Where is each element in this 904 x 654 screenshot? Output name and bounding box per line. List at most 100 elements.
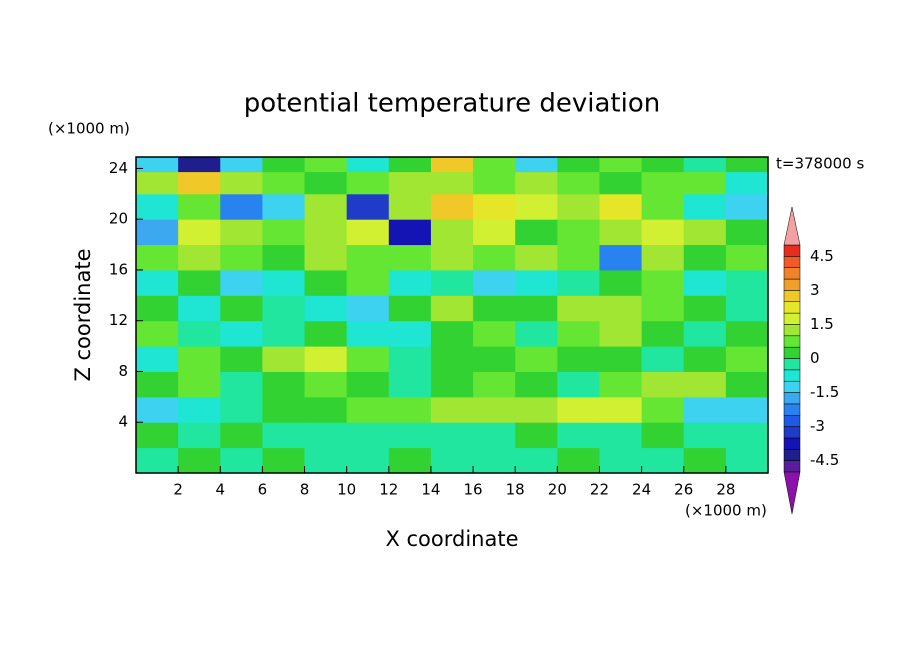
contour-cell bbox=[220, 371, 263, 398]
contour-cell bbox=[515, 447, 558, 474]
contour-cell bbox=[599, 295, 643, 322]
contour-cell bbox=[346, 320, 390, 347]
colorbar-high bbox=[783, 206, 801, 246]
contour-cell bbox=[136, 371, 179, 398]
contour-cell bbox=[346, 244, 390, 271]
contour-cell bbox=[346, 219, 390, 246]
contour-cell bbox=[346, 193, 390, 220]
contour-cell bbox=[725, 193, 769, 220]
contour-cell bbox=[262, 422, 306, 449]
contour-cell bbox=[304, 269, 348, 296]
contour-cell bbox=[683, 193, 727, 220]
y-tick-label: 16 bbox=[109, 260, 128, 278]
contour-cell bbox=[178, 396, 221, 423]
contour-cell bbox=[220, 244, 263, 271]
contour-cell bbox=[683, 157, 727, 173]
contour-cell bbox=[599, 371, 643, 398]
colorbar-box bbox=[783, 358, 801, 371]
contour-cell bbox=[346, 269, 390, 296]
contour-cell bbox=[136, 346, 179, 372]
contour-cell bbox=[430, 422, 474, 449]
contour-cell bbox=[388, 295, 432, 322]
contour-cell bbox=[515, 269, 558, 296]
y-tick-label: 4 bbox=[118, 413, 128, 431]
x-tick-label: 18 bbox=[506, 481, 525, 499]
contour-cell bbox=[473, 171, 516, 195]
colorbar-box bbox=[783, 426, 801, 439]
contour-cell bbox=[599, 244, 643, 271]
contour-cell bbox=[178, 157, 221, 173]
contour-cell bbox=[725, 320, 769, 347]
contour-cell bbox=[346, 295, 390, 322]
x-tick-label: 2 bbox=[173, 481, 183, 499]
colorbar-label: -1.5 bbox=[810, 383, 839, 401]
contour-cell bbox=[641, 371, 685, 398]
contour-cell bbox=[388, 447, 432, 474]
contour-cell bbox=[220, 396, 263, 423]
contour-cell bbox=[388, 320, 432, 347]
contour-cell bbox=[262, 396, 306, 423]
x-tick-label: 28 bbox=[716, 481, 735, 499]
y-tick-label: 20 bbox=[109, 210, 128, 228]
colorbar-box bbox=[783, 437, 801, 450]
contour-cell bbox=[388, 346, 432, 372]
contour-cell bbox=[557, 422, 600, 449]
contour-cell bbox=[430, 396, 474, 423]
x-tick-label: 26 bbox=[674, 481, 693, 499]
colorbar-box bbox=[783, 267, 801, 280]
contour-cell bbox=[515, 193, 558, 220]
x-tick-label: 12 bbox=[379, 481, 398, 499]
contour-cell bbox=[557, 346, 600, 372]
colorbar-box bbox=[783, 415, 801, 427]
contour-cell bbox=[473, 447, 516, 474]
contour-cell bbox=[515, 422, 558, 449]
contour-cell bbox=[136, 320, 179, 347]
colorbar-box bbox=[783, 392, 801, 405]
contour-cell bbox=[515, 157, 558, 173]
contour-cell bbox=[388, 171, 432, 195]
contour-cell bbox=[304, 157, 348, 173]
colorbar-label: -4.5 bbox=[810, 451, 839, 469]
contour-cell bbox=[346, 447, 390, 474]
contour-cell bbox=[304, 295, 348, 322]
contour-cell bbox=[220, 295, 263, 322]
contour-cell bbox=[346, 157, 390, 173]
contour-cell bbox=[599, 396, 643, 423]
contour-cell bbox=[683, 244, 727, 271]
y-tick-label: 24 bbox=[109, 159, 128, 177]
contour-cell bbox=[725, 371, 769, 398]
contour-cell bbox=[641, 447, 685, 474]
contour-cell bbox=[262, 193, 306, 220]
contour-cell bbox=[178, 346, 221, 372]
x-axis-label: X coordinate bbox=[385, 527, 518, 551]
contour-cell bbox=[599, 193, 643, 220]
contour-cell bbox=[515, 244, 558, 271]
contour-cell bbox=[304, 193, 348, 220]
contour-cell bbox=[178, 371, 221, 398]
contour-cell bbox=[683, 269, 727, 296]
contour-cell bbox=[430, 371, 474, 398]
colorbar-box bbox=[783, 290, 801, 302]
contour-cell bbox=[641, 171, 685, 195]
contour-cell bbox=[136, 193, 179, 220]
contour-cell bbox=[557, 157, 600, 173]
contour-cell bbox=[262, 219, 306, 246]
contour-cell bbox=[178, 422, 221, 449]
contour-cell bbox=[641, 295, 685, 322]
contour-cell bbox=[473, 244, 516, 271]
contour-cell bbox=[220, 269, 263, 296]
contour-cell bbox=[599, 346, 643, 372]
contour-cell bbox=[515, 320, 558, 347]
contour-cell bbox=[178, 269, 221, 296]
contour-cell bbox=[136, 447, 179, 474]
contour-cell bbox=[725, 244, 769, 271]
contour-cell bbox=[683, 396, 727, 423]
contour-cell bbox=[473, 320, 516, 347]
colorbar-low bbox=[783, 471, 801, 515]
contour-cell bbox=[683, 320, 727, 347]
x-tick-label: 8 bbox=[300, 481, 310, 499]
contour-cell bbox=[557, 371, 600, 398]
contour-cell bbox=[641, 320, 685, 347]
contour-cell bbox=[262, 244, 306, 271]
contour-cell bbox=[683, 371, 727, 398]
